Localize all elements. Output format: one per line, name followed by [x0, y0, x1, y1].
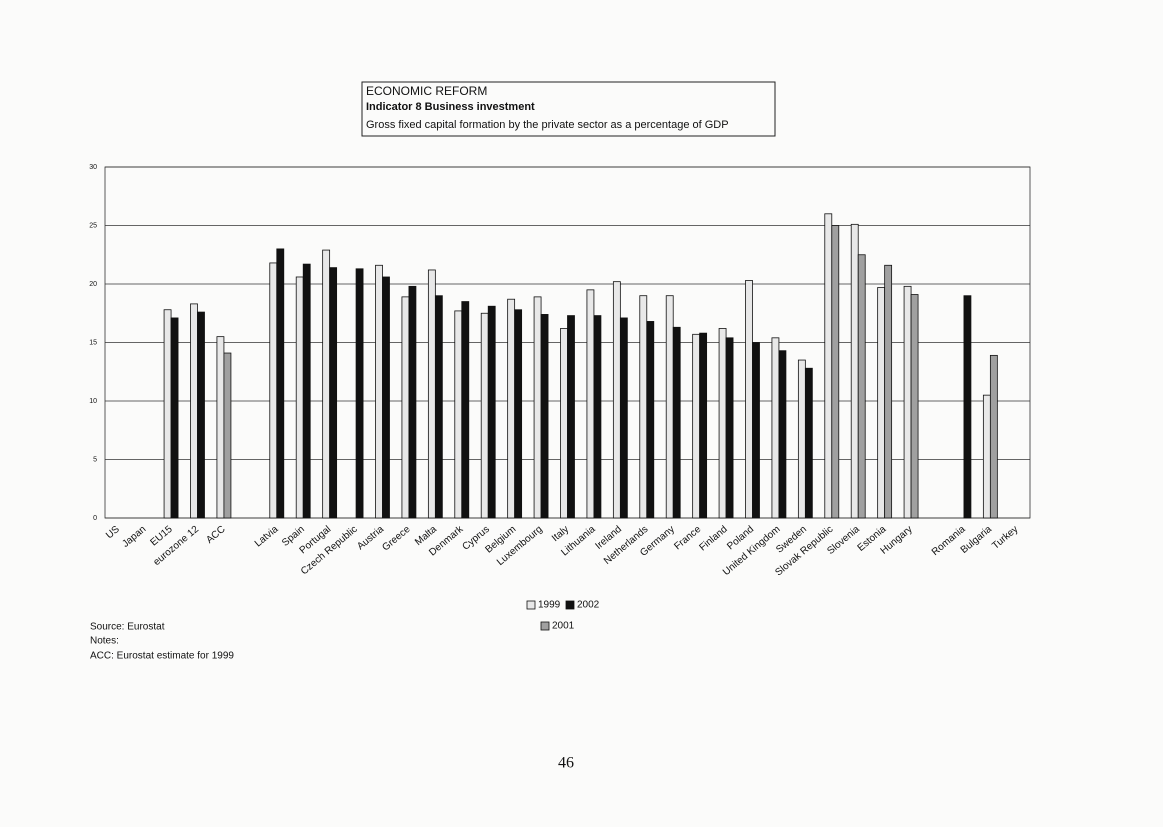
bar	[540, 314, 549, 519]
x-tick-label: Greece	[380, 524, 413, 554]
y-tick-label: 25	[89, 222, 97, 229]
bar	[824, 213, 833, 519]
bar	[302, 263, 311, 519]
bar	[533, 296, 542, 519]
bar	[646, 321, 655, 519]
bar	[190, 303, 198, 519]
bar	[771, 337, 780, 519]
chart-description: Gross fixed capital formation by the pri…	[366, 119, 729, 131]
bar	[269, 262, 278, 519]
legend-swatch	[565, 600, 575, 610]
page-number: 46	[558, 755, 574, 772]
bar	[401, 296, 410, 519]
bar	[382, 276, 390, 519]
legend-swatch	[526, 600, 536, 610]
bar	[586, 289, 595, 519]
bar	[223, 352, 232, 519]
bar	[672, 326, 681, 519]
y-tick-label: 15	[89, 339, 97, 346]
legend-label: 2002	[577, 600, 600, 611]
bar	[329, 267, 338, 519]
title-box	[361, 81, 776, 137]
bar	[612, 281, 621, 519]
x-tick-label: US	[104, 524, 122, 542]
source-note: Source: Eurostat	[90, 622, 165, 633]
y-tick-label: 0	[93, 515, 97, 522]
bar	[692, 333, 701, 519]
bar	[560, 328, 568, 519]
bar	[903, 285, 912, 519]
bar	[982, 394, 991, 519]
bar	[322, 249, 331, 519]
bar	[989, 354, 998, 519]
bar	[408, 285, 417, 519]
bar	[216, 336, 225, 519]
bar	[877, 287, 886, 519]
x-tick-label: Finland	[697, 524, 729, 554]
bar	[963, 295, 972, 519]
x-tick-label: Turkey	[990, 524, 1020, 552]
bar	[778, 350, 787, 519]
bar	[197, 311, 205, 519]
bar	[461, 301, 470, 519]
bar	[434, 295, 443, 519]
x-tick-label: Japan	[120, 524, 148, 550]
bar	[454, 310, 463, 519]
bar	[665, 295, 674, 519]
acc-note: ACC: Eurostat estimate for 1999	[90, 651, 234, 662]
bar	[355, 268, 364, 519]
x-tick-label: ACC	[204, 524, 227, 546]
bar	[857, 254, 866, 519]
notes-heading: Notes:	[90, 636, 119, 647]
bar	[163, 309, 172, 519]
y-tick-label: 30	[89, 164, 97, 171]
bar	[725, 337, 734, 519]
chart-subtitle: Indicator 8 Business investment	[366, 101, 535, 113]
legend-swatch	[540, 621, 550, 631]
legend-label: 2001	[552, 621, 575, 632]
y-tick-label: 20	[89, 281, 97, 288]
bar	[619, 317, 628, 519]
bar	[831, 225, 840, 519]
bar	[567, 315, 575, 519]
bar	[427, 269, 436, 519]
legend-label: 1999	[538, 600, 561, 611]
bar	[514, 309, 523, 519]
bar	[804, 367, 813, 519]
x-tick-label: Latvia	[253, 524, 281, 550]
bar	[487, 305, 496, 519]
bar	[639, 295, 648, 519]
chart-title: ECONOMIC REFORM	[366, 84, 487, 98]
y-tick-label: 10	[89, 398, 97, 405]
bar	[745, 280, 753, 519]
bar	[797, 359, 806, 519]
bar	[699, 332, 708, 519]
x-tick-label: Italy	[550, 524, 571, 544]
bar	[718, 328, 727, 519]
bar	[593, 315, 602, 519]
bar	[910, 294, 919, 519]
bar	[276, 248, 285, 519]
bar	[850, 223, 859, 519]
bar	[170, 317, 179, 519]
bar	[375, 264, 383, 519]
bar	[507, 298, 516, 519]
y-tick-label: 5	[93, 456, 97, 463]
bar	[480, 312, 489, 519]
bar	[752, 342, 760, 519]
bar	[295, 276, 304, 519]
bar	[884, 264, 893, 519]
